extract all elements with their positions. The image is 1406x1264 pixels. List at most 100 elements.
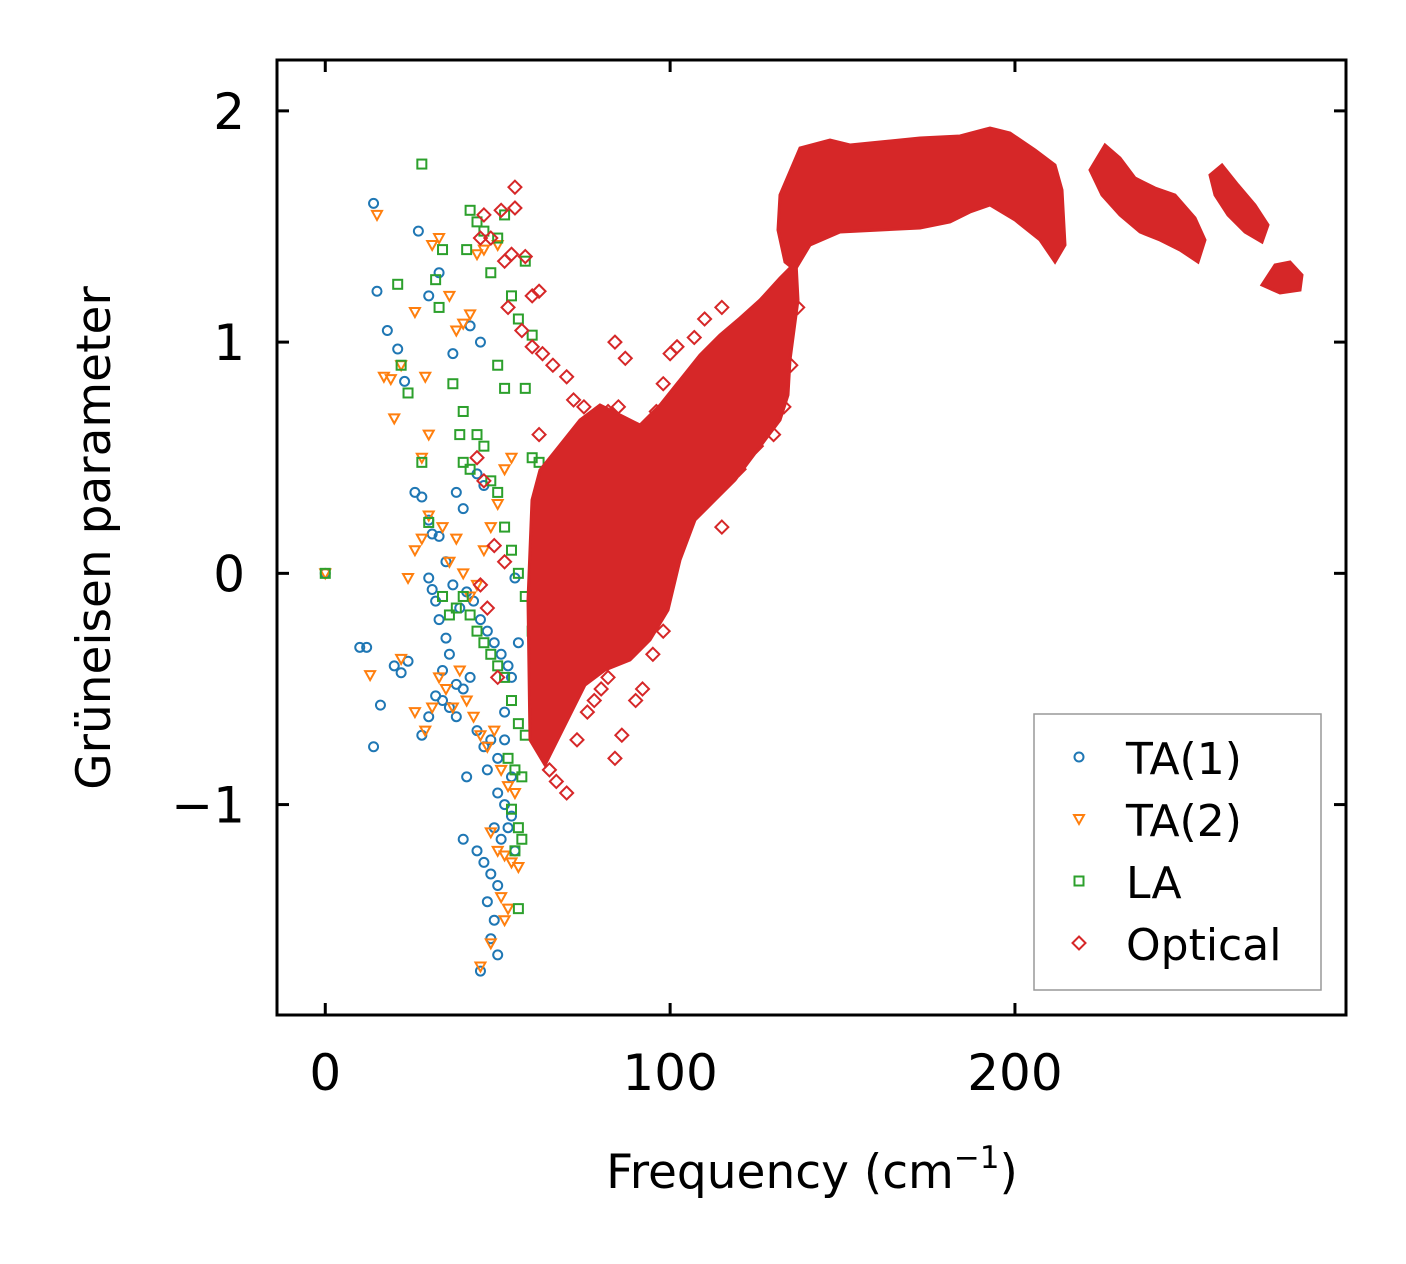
x-tick-label: 0 xyxy=(309,1044,341,1102)
data-point xyxy=(513,322,530,339)
data-point xyxy=(490,239,505,253)
data-point xyxy=(492,660,504,672)
data-point xyxy=(490,498,505,512)
data-point xyxy=(456,318,470,331)
data-point xyxy=(425,239,439,253)
data-point xyxy=(446,702,460,715)
data-point xyxy=(472,576,489,593)
data-point xyxy=(457,456,469,468)
y-tick-label: −1 xyxy=(171,777,245,835)
data-point xyxy=(459,695,474,708)
data-point xyxy=(478,856,490,868)
data-point xyxy=(443,648,455,660)
data-point xyxy=(492,752,504,764)
data-point xyxy=(487,725,501,738)
data-point xyxy=(502,752,514,764)
legend: TA(1) TA(2) LA Optical xyxy=(1033,713,1322,991)
data-point xyxy=(600,669,616,686)
data-point xyxy=(713,519,730,536)
data-point xyxy=(496,553,513,570)
data-point xyxy=(464,204,476,216)
data-point xyxy=(495,648,507,660)
data-point xyxy=(433,530,445,542)
data-point xyxy=(488,914,500,926)
data-point xyxy=(479,600,496,616)
data-point xyxy=(617,350,634,367)
data-point xyxy=(493,202,510,219)
data-point xyxy=(450,602,462,614)
data-point xyxy=(485,475,497,487)
data-point xyxy=(519,255,531,267)
data-point xyxy=(484,522,498,535)
data-point xyxy=(492,486,504,498)
y-tick-label: 1 xyxy=(213,314,245,372)
data-point xyxy=(408,545,422,558)
data-point xyxy=(454,429,466,441)
data-point xyxy=(496,253,513,270)
data-point xyxy=(480,741,495,754)
data-point xyxy=(503,246,520,263)
data-point xyxy=(368,197,380,209)
data-point xyxy=(418,371,432,384)
data-point xyxy=(395,359,407,371)
data-point xyxy=(509,845,521,857)
data-point xyxy=(392,278,404,290)
data-point xyxy=(531,426,547,443)
data-point xyxy=(361,641,373,653)
data-point xyxy=(502,660,514,672)
data-point xyxy=(569,731,585,748)
data-point xyxy=(512,718,524,730)
data-point xyxy=(499,382,511,394)
data-point xyxy=(501,781,515,794)
data-point xyxy=(450,486,462,498)
data-point xyxy=(644,646,661,663)
optical-dense-region-tail2 xyxy=(1208,162,1270,245)
data-point xyxy=(408,707,422,720)
data-point xyxy=(478,440,490,452)
data-point xyxy=(478,637,490,649)
data-point xyxy=(516,771,528,783)
data-point xyxy=(497,464,512,477)
data-point xyxy=(408,307,422,320)
data-point xyxy=(466,711,481,724)
data-point xyxy=(505,695,517,707)
data-point xyxy=(607,334,623,351)
data-point xyxy=(662,345,679,362)
data-point xyxy=(627,692,644,709)
data-point xyxy=(593,681,610,697)
data-point xyxy=(499,706,511,718)
optical-dense-region xyxy=(526,126,1304,769)
data-point xyxy=(354,641,366,653)
data-point xyxy=(713,299,730,316)
data-point xyxy=(426,584,438,596)
data-point xyxy=(475,472,492,489)
data-point xyxy=(374,699,386,711)
data-point xyxy=(363,670,377,683)
data-point xyxy=(512,567,524,579)
data-point xyxy=(686,329,703,346)
data-point xyxy=(484,938,498,951)
data-point xyxy=(512,313,524,325)
x-axis-label-suffix: ) xyxy=(1000,1145,1018,1200)
data-point xyxy=(534,345,551,362)
data-point xyxy=(511,862,526,875)
data-point xyxy=(415,533,429,546)
data-point xyxy=(464,671,476,683)
data-point xyxy=(423,516,435,528)
data-point xyxy=(432,233,446,246)
optical-dense-region-upper xyxy=(776,126,1067,273)
optical-dense-region-lower xyxy=(526,258,800,769)
data-point xyxy=(477,244,491,257)
data-point xyxy=(437,590,449,602)
data-point xyxy=(586,692,603,709)
data-point xyxy=(492,359,504,371)
data-point xyxy=(433,301,445,313)
data-point xyxy=(516,833,528,845)
x-tick-label: 100 xyxy=(622,1044,717,1102)
data-point xyxy=(507,200,523,216)
data-point xyxy=(497,915,512,928)
data-point xyxy=(499,671,511,683)
data-point xyxy=(634,681,651,697)
data-point xyxy=(499,521,511,533)
